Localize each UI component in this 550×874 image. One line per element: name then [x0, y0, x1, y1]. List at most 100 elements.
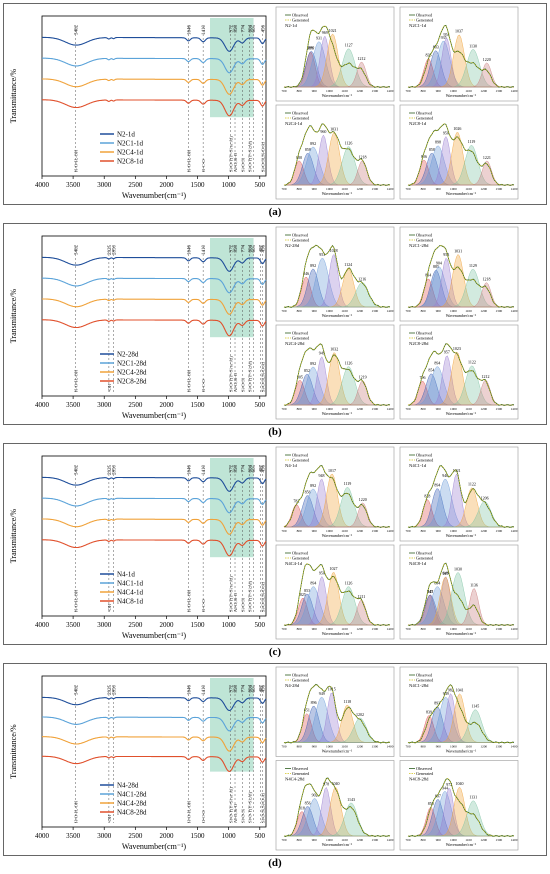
subplot-tick-label: 1100: [465, 838, 472, 842]
subplot-tick-label: 1300: [495, 529, 502, 533]
legend-label: N4C8-1d: [117, 598, 144, 606]
component-peak-label: 1212: [358, 56, 366, 61]
component-peak-label: 1126: [345, 140, 353, 145]
subplot-tick-label: 1000: [450, 309, 457, 313]
panel-b-svg: 4000 3500 3000 2500 2000 1500 1000 500 Wavenumbe…: [9, 226, 519, 420]
x-tick-label: 1000: [222, 621, 237, 629]
peak-marker-label: 774: [242, 245, 247, 253]
legend-generated-label: Generated: [416, 771, 434, 776]
panel-label-a: (a): [268, 206, 282, 218]
x-tick-label: 500: [255, 181, 266, 189]
component-peak-label: 892: [310, 361, 316, 366]
band-assignment-label: O-C-O: [201, 810, 206, 823]
component-peak-label: 931: [316, 36, 322, 41]
component-peak-label: 1131: [469, 795, 477, 800]
peak-marker-label: 898: [234, 25, 239, 33]
component-peak-label: 1212: [482, 374, 490, 379]
x-tick-label: 3500: [66, 621, 81, 629]
component-peak-label: 946: [442, 473, 448, 478]
subplot-tick-label: 1200: [356, 745, 363, 749]
x-tick-label: 2500: [128, 621, 143, 629]
legend-observed-label: Observed: [292, 766, 309, 771]
spectrum-line-N2C4-28d: [42, 298, 267, 315]
subplot-x-label: Wavenumber/cm⁻¹: [322, 313, 353, 318]
legend-generated-label: Generated: [416, 116, 434, 121]
subplot-tick-label: 1100: [341, 407, 348, 411]
legend-label: N4C1-28d: [117, 791, 147, 799]
spectrum-line-N4C4-28d: [42, 736, 267, 752]
deconvolution-subplot: 700 800 900 1000 1100 1200 1300 1400 Wavenumber/…: [275, 666, 395, 757]
peak-marker-label: 605: [252, 465, 257, 473]
subplot-tick-label: 1300: [371, 745, 378, 749]
band-assignment-label: Si-O-T(T=Si or Al): [228, 356, 233, 392]
subplot-x-label: Wavenumber/cm⁻¹: [322, 842, 353, 847]
component-peak-label: 875: [308, 46, 314, 51]
subplot-tick-label: 1000: [450, 529, 457, 533]
x-tick-label: 2000: [159, 401, 174, 409]
component-peak-label: 949: [443, 691, 449, 696]
subplot-tick-label: 800: [421, 529, 426, 533]
subplot-tick-label: 1200: [480, 838, 487, 842]
band-assignment-label: Si-O-T(T=Si,Al): [248, 580, 254, 612]
component-peak-label: 898: [435, 140, 441, 145]
panel-d: 4000 3500 3000 2500 2000 1500 1000 500 Wavenumbe…: [3, 663, 547, 856]
x-tick-label: 2000: [159, 832, 174, 840]
subplot-tick-label: 900: [312, 187, 317, 191]
subplot-tick-label: 1100: [341, 187, 348, 191]
deconvolution-subplot: 700 800 900 1000 1100 1200 1300 1400 Wavenumber/…: [275, 446, 395, 542]
subplot-frame: [399, 226, 519, 322]
peak-marker-label: 3462: [74, 685, 79, 696]
deconvolution-subplot: 700 800 900 1000 1100 1200 1300 1400 Wavenumber/…: [399, 446, 519, 542]
spectrum-line-N2-1d: [42, 36, 267, 52]
legend-generated-label: Generated: [292, 458, 310, 463]
x-axis-label: Wavenumber(cm⁻¹): [122, 842, 187, 851]
generated-line: [408, 245, 514, 308]
generated-line: [283, 343, 390, 406]
legend-observed-label: Observed: [292, 13, 309, 18]
component-peak-label: 1041: [456, 688, 464, 693]
x-tick-label: 4000: [35, 181, 50, 189]
legend-label: N2C1-28d: [117, 360, 147, 368]
band-assignment-label: Si-O-Si: [241, 597, 246, 612]
subplot-title: N4C4-28d: [285, 777, 305, 782]
deconvolution-subplot: 700 800 900 1000 1100 1200 1300 1400 Wavenumber/…: [275, 226, 395, 322]
component-peak-label: 1130: [469, 43, 477, 48]
band-assignment-label: Si-O-T(T=Si,Al): [248, 140, 254, 172]
subplot-tick-label: 900: [312, 529, 317, 533]
component-peak-label: 1023: [453, 346, 461, 351]
deconvolution-subplot: 700 800 900 1000 1100 1200 1300 1400 Wavenumber/…: [275, 760, 395, 851]
x-tick-label: 4000: [35, 401, 50, 409]
deconvolution-subplot: 700 800 900 1000 1100 1200 1300 1400 Wavenumber/…: [399, 6, 519, 102]
component-peak-label: 1017: [328, 468, 336, 473]
peak-marker-label: 898: [234, 685, 239, 693]
component-peak-label: 1218: [482, 277, 490, 282]
subplot-tick-label: 1400: [511, 838, 518, 842]
subplot-tick-label: 1400: [511, 529, 518, 533]
peak-marker-label: 605: [252, 25, 257, 33]
component-peak-label: 834: [425, 273, 431, 278]
peak-marker-label: 774: [242, 465, 247, 473]
band-assignment-label: H-O-H,-OH: [186, 589, 192, 612]
component-peak-label: 894: [434, 360, 440, 365]
component-peak-label: 1206: [481, 495, 489, 500]
component-peak-label: 1028: [330, 248, 338, 253]
subplot-x-label: Wavenumber/cm⁻¹: [322, 411, 353, 416]
peak-marker-label: 972: [229, 245, 234, 253]
subplot-tick-label: 1400: [387, 187, 394, 191]
band-assignment-label: -OH: [107, 383, 112, 392]
legend-observed-label: Observed: [416, 111, 433, 116]
band-assignment-label: H-O-H,-OH: [73, 800, 79, 823]
generated-line: [283, 123, 390, 186]
component-peak-label: 1119: [468, 139, 476, 144]
subplot-tick-label: 700: [405, 309, 410, 313]
deconvolution-subplot: 700 800 900 1000 1100 1200 1300 1400 Wavenumber/…: [399, 760, 519, 851]
peak-marker-label: 972: [229, 465, 234, 473]
subplot-tick-label: 1200: [356, 407, 363, 411]
legend-label: N2C8-28d: [117, 378, 147, 386]
subplot-frame: [275, 544, 395, 640]
component-peak-label: 805: [297, 374, 303, 379]
component-peak-label: 935: [441, 35, 447, 40]
subplot-tick-label: 1000: [450, 187, 457, 191]
subplot-tick-label: 1300: [495, 838, 502, 842]
